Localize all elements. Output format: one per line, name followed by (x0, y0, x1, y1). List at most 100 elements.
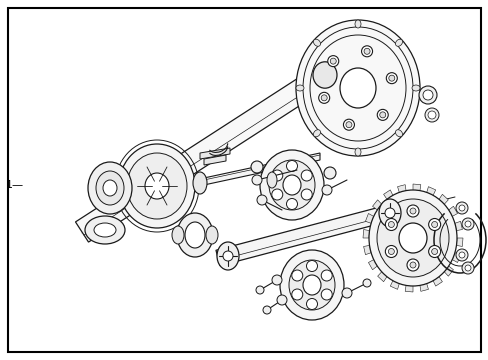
Circle shape (321, 270, 331, 281)
Polygon shape (75, 65, 331, 242)
Polygon shape (362, 230, 369, 238)
Circle shape (361, 46, 372, 57)
Circle shape (257, 195, 266, 205)
Circle shape (422, 90, 432, 100)
Ellipse shape (172, 226, 183, 244)
Polygon shape (200, 148, 229, 159)
Ellipse shape (217, 242, 239, 270)
Circle shape (286, 198, 297, 210)
Circle shape (431, 248, 437, 255)
Circle shape (409, 208, 415, 214)
Circle shape (256, 286, 264, 294)
Ellipse shape (313, 39, 320, 46)
Ellipse shape (127, 153, 186, 219)
Ellipse shape (283, 175, 301, 195)
Circle shape (324, 167, 335, 179)
Polygon shape (438, 194, 447, 204)
Circle shape (458, 252, 464, 258)
Circle shape (464, 265, 470, 271)
Polygon shape (426, 186, 435, 195)
Circle shape (327, 56, 338, 67)
Ellipse shape (280, 250, 343, 320)
Circle shape (306, 298, 317, 310)
Circle shape (386, 73, 396, 84)
Circle shape (286, 161, 297, 171)
Ellipse shape (395, 130, 402, 137)
Polygon shape (383, 190, 392, 199)
Ellipse shape (85, 216, 125, 244)
Ellipse shape (288, 260, 334, 310)
Circle shape (306, 261, 317, 271)
Ellipse shape (309, 35, 405, 141)
Circle shape (251, 175, 262, 185)
Circle shape (428, 219, 440, 230)
Circle shape (388, 75, 394, 81)
Polygon shape (216, 202, 401, 266)
Circle shape (321, 185, 331, 195)
Polygon shape (454, 221, 462, 230)
Circle shape (263, 306, 270, 314)
Polygon shape (372, 200, 381, 210)
Ellipse shape (177, 213, 213, 257)
Circle shape (418, 86, 436, 104)
Circle shape (362, 279, 370, 287)
Ellipse shape (103, 180, 117, 196)
Ellipse shape (96, 171, 124, 205)
Polygon shape (432, 276, 442, 286)
Circle shape (387, 221, 393, 228)
Circle shape (291, 270, 302, 281)
Circle shape (301, 189, 311, 200)
Polygon shape (203, 155, 225, 165)
Ellipse shape (266, 172, 276, 188)
Ellipse shape (193, 172, 206, 194)
Circle shape (271, 275, 282, 285)
Polygon shape (365, 213, 373, 223)
Ellipse shape (411, 85, 419, 91)
Circle shape (431, 221, 437, 228)
Ellipse shape (354, 148, 360, 156)
Circle shape (455, 202, 467, 214)
Circle shape (271, 170, 282, 181)
Ellipse shape (339, 68, 375, 108)
Polygon shape (412, 184, 420, 191)
Ellipse shape (376, 199, 448, 277)
Ellipse shape (398, 223, 426, 253)
Polygon shape (367, 260, 377, 270)
Ellipse shape (354, 20, 360, 28)
Circle shape (376, 109, 387, 120)
Text: 1—: 1— (6, 180, 24, 190)
Polygon shape (443, 266, 452, 276)
Circle shape (363, 48, 369, 54)
Polygon shape (389, 280, 399, 289)
Circle shape (271, 189, 282, 200)
Circle shape (464, 221, 470, 227)
Circle shape (318, 92, 329, 103)
Circle shape (250, 161, 263, 173)
Circle shape (406, 259, 418, 271)
Ellipse shape (205, 226, 218, 244)
Ellipse shape (145, 173, 169, 199)
Circle shape (329, 58, 336, 64)
Circle shape (301, 170, 311, 181)
Circle shape (461, 262, 473, 274)
Ellipse shape (295, 20, 419, 156)
Circle shape (345, 122, 351, 128)
Circle shape (409, 262, 415, 268)
Ellipse shape (184, 222, 204, 248)
Ellipse shape (268, 160, 314, 210)
Circle shape (379, 112, 385, 118)
Polygon shape (455, 238, 462, 247)
Circle shape (458, 205, 464, 211)
Circle shape (384, 208, 394, 218)
Ellipse shape (395, 39, 402, 46)
Ellipse shape (260, 150, 324, 220)
Circle shape (461, 218, 473, 230)
Circle shape (424, 108, 438, 122)
Ellipse shape (295, 85, 304, 91)
Ellipse shape (303, 275, 320, 295)
Circle shape (428, 246, 440, 257)
Circle shape (321, 289, 331, 300)
Polygon shape (363, 246, 370, 255)
Circle shape (385, 246, 397, 257)
Circle shape (223, 251, 232, 261)
